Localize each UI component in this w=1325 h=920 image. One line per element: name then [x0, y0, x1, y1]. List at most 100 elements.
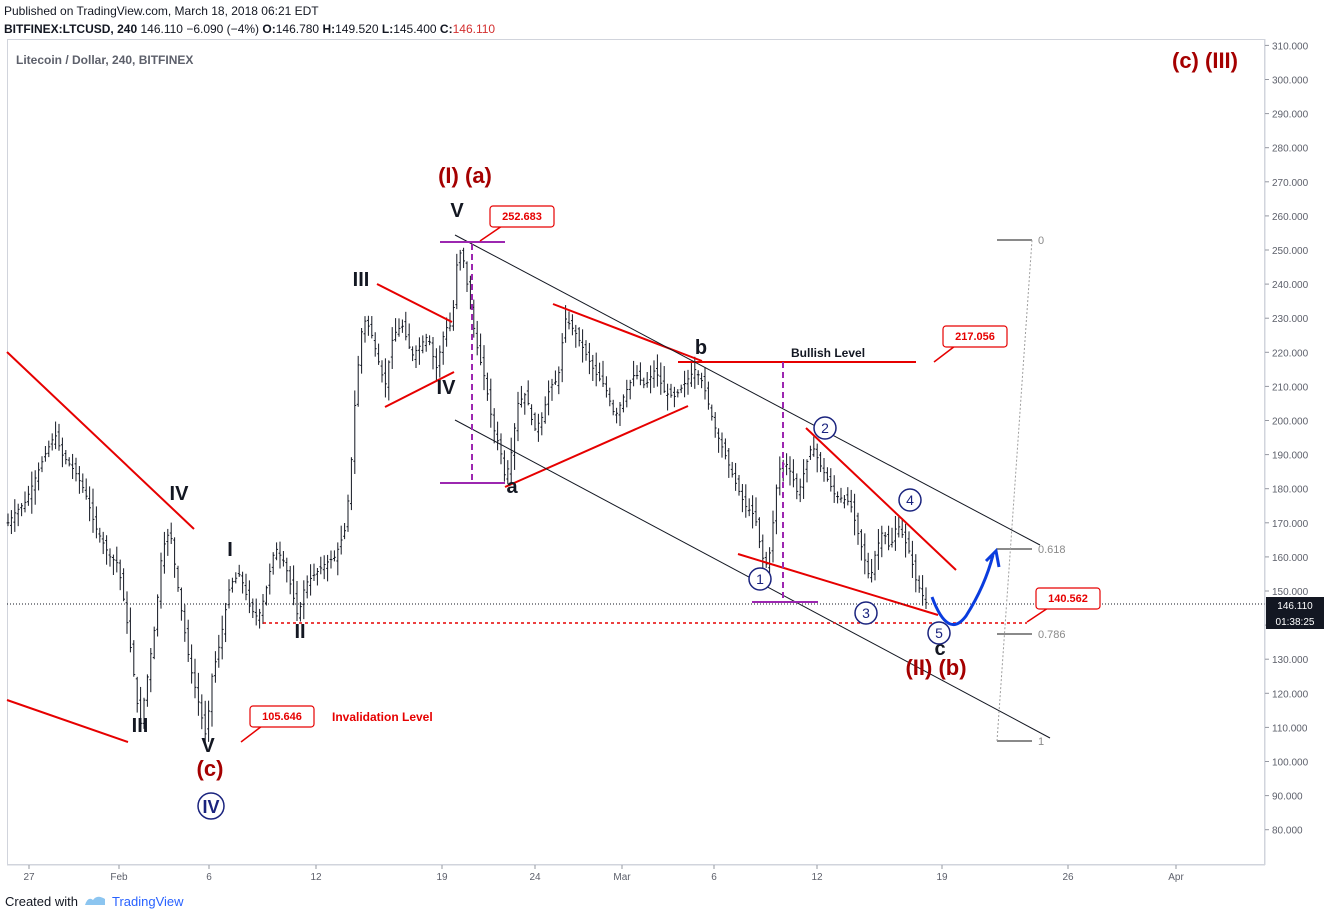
- trend-line: [376, 283, 453, 323]
- wave-label: (II) (b): [905, 655, 966, 680]
- published-line: Published on TradingView.com, March 18, …: [4, 4, 319, 18]
- price-tick-label: 160.000: [1272, 553, 1309, 564]
- price-tick-label: 310.000: [1272, 41, 1309, 52]
- time-tick-label: 19: [436, 872, 448, 883]
- circled-wave-marker: [854, 601, 878, 625]
- time-tick-label: 26: [1062, 872, 1074, 883]
- last-price-badge-text: 146.110: [1277, 601, 1313, 612]
- circled-wave-label: 1: [756, 571, 764, 587]
- last-price-badge: [1266, 597, 1324, 613]
- price-tag-box: [942, 325, 1008, 348]
- price-tick-label: 230.000: [1272, 314, 1309, 325]
- tradingview-link[interactable]: TradingView: [111, 894, 184, 909]
- price-tick-label: 130.000: [1272, 655, 1309, 666]
- price-tag-pointer: [479, 225, 503, 242]
- wave-label: I: [227, 539, 233, 561]
- wave-label: III: [132, 715, 149, 737]
- wave-label: b: [695, 337, 707, 359]
- low-value: 145.400: [393, 22, 437, 36]
- time-tick-label: 6: [206, 872, 212, 883]
- wave-label: IV: [170, 483, 190, 505]
- wave-label: a: [506, 476, 518, 498]
- fib-diagonal: [996, 239, 1033, 742]
- trend-line: [6, 351, 195, 530]
- price-tick-label: 220.000: [1272, 348, 1309, 359]
- price-tag-text: 105.646: [262, 711, 302, 723]
- time-tick-label: 12: [811, 872, 823, 883]
- price-tick-label: 80.000: [1272, 826, 1303, 837]
- price-tick-label: 90.000: [1272, 792, 1303, 803]
- price-tick-label: 180.000: [1272, 485, 1309, 496]
- open-key: O:: [262, 22, 276, 36]
- price-tick-label: 280.000: [1272, 144, 1309, 155]
- circled-wave-marker: [813, 416, 837, 440]
- high-value: 149.520: [335, 22, 379, 36]
- price-tag-text: 217.056: [955, 331, 995, 343]
- price-tag-pointer: [1026, 607, 1049, 623]
- projection-arrow: [984, 547, 1001, 568]
- high-key: H:: [322, 22, 336, 36]
- time-tick-label: Feb: [110, 872, 128, 883]
- trend-line: [384, 371, 455, 408]
- price-tick-label: 260.000: [1272, 212, 1309, 223]
- price-tag-pointer: [933, 345, 956, 363]
- price-tick-label: 170.000: [1272, 519, 1309, 530]
- ohlc-line: BITFINEX:LTCUSD, 240 146.110 −6.090 (−4%…: [4, 22, 495, 36]
- footer: Created with TradingView: [5, 893, 184, 910]
- created-with-label: Created with: [5, 894, 78, 909]
- wave-label: V: [450, 200, 464, 222]
- wave-label: (c): [197, 756, 224, 781]
- channel-upper: [454, 234, 1041, 546]
- countdown-badge-text: 01:38:25: [1276, 617, 1315, 628]
- countdown-badge: [1266, 613, 1324, 629]
- price-tick-label: 100.000: [1272, 758, 1309, 769]
- open-value: 146.780: [275, 22, 320, 36]
- fib-level-label: 1: [1038, 736, 1044, 748]
- price-tag-box: [1035, 587, 1101, 610]
- circled-wave-label: 3: [862, 605, 870, 621]
- circled-wave-marker: [197, 792, 225, 820]
- time-tick-label: 19: [936, 872, 948, 883]
- circled-wave-label: 4: [906, 492, 914, 508]
- tradingview-logo-icon: [84, 893, 106, 910]
- price-tick-label: 300.000: [1272, 76, 1309, 87]
- wave-label: (I) (a): [438, 163, 492, 188]
- price-axis: 310.000 300.000 290.000 280.000 270.000 260.0…: [1264, 39, 1324, 865]
- close-value: 146.110: [452, 22, 496, 36]
- circled-wave-marker: [927, 621, 951, 645]
- close-key: C:: [439, 22, 453, 36]
- trend-line: [805, 427, 957, 571]
- price-tick-label: 110.000: [1272, 723, 1308, 734]
- chart-title: Litecoin / Dollar, 240, BITFINEX: [16, 53, 193, 67]
- low-key: L:: [381, 22, 394, 36]
- wave-label: II: [294, 621, 305, 643]
- time-tick-label: 12: [310, 872, 322, 883]
- invalidation-level-label: Invalidation Level: [332, 710, 433, 724]
- price-tick-label: 200.000: [1272, 417, 1309, 428]
- time-tick-label: Mar: [613, 872, 631, 883]
- price-tick-label: 150.000: [1272, 587, 1309, 598]
- circled-wave-label: 5: [935, 625, 943, 641]
- time-tick-label: Apr: [1168, 872, 1184, 883]
- price-tick-label: 120.000: [1272, 689, 1309, 700]
- trend-line: [552, 303, 703, 362]
- wave-label: V: [201, 735, 215, 757]
- drawings-layer: [6, 205, 1265, 743]
- wave-label: (c) (III): [1172, 48, 1238, 73]
- fib-level-label: 0.786: [1038, 629, 1066, 641]
- circled-wave-marker: [748, 567, 772, 591]
- trend-line: [6, 699, 129, 743]
- wave-label: IV: [437, 377, 457, 399]
- price-tick-label: 210.000: [1272, 382, 1309, 393]
- time-axis: 27 Feb 6 12 19 24 Mar 6 12 19 26 Apr: [7, 864, 1265, 883]
- price-tag-pointer: [240, 725, 263, 743]
- wave-label: c: [934, 638, 945, 660]
- price-tick-label: 290.000: [1272, 110, 1309, 121]
- price-tag-text: 252.683: [502, 211, 542, 223]
- projection-curve: [930, 554, 995, 627]
- price-tick-label: 240.000: [1272, 280, 1309, 291]
- bullish-level-label: Bullish Level: [791, 346, 865, 360]
- price-tag-box: [249, 705, 315, 728]
- time-tick-label: 27: [23, 872, 35, 883]
